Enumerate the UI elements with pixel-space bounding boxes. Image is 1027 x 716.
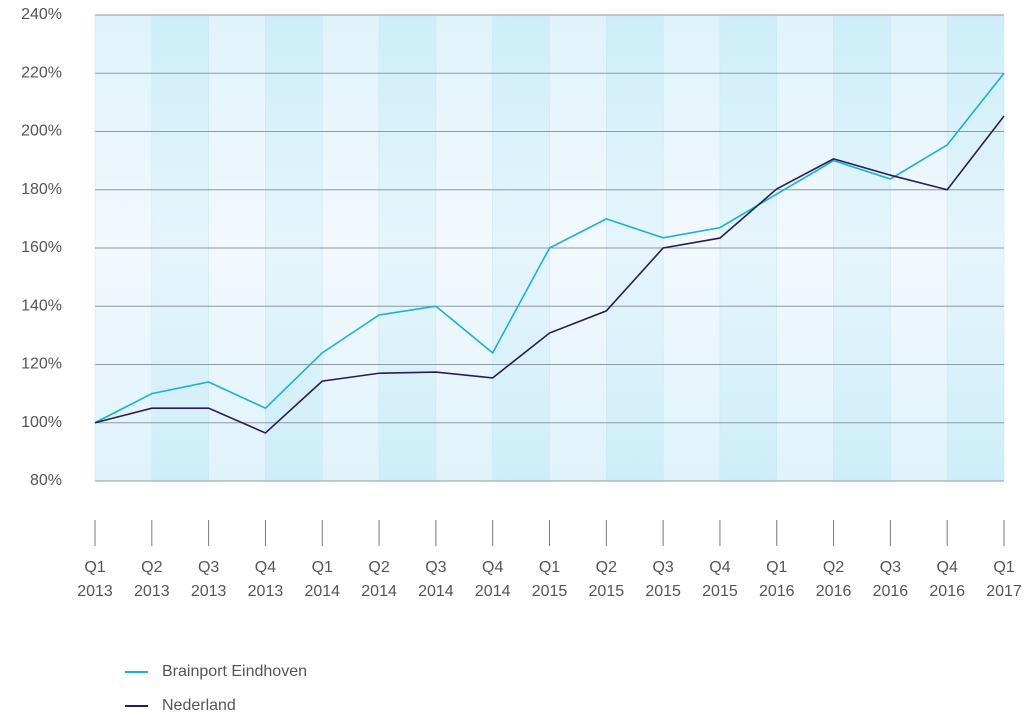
y-tick-label: 220% xyxy=(21,64,62,81)
y-tick-label: 180% xyxy=(21,181,62,198)
y-tick-label: 120% xyxy=(21,356,62,373)
series-line xyxy=(94,72,1005,424)
x-tick-label: Q2 2015 xyxy=(589,559,625,600)
y-tick-label: 240% xyxy=(21,6,62,23)
x-tick-label: Q2 2013 xyxy=(134,559,170,600)
x-tick-label: Q2 2014 xyxy=(361,559,397,600)
x-tick-label: Q4 2015 xyxy=(702,559,738,600)
x-tick-label: Q2 2016 xyxy=(816,559,852,600)
y-tick-label: 160% xyxy=(21,239,62,256)
y-tick-label: 200% xyxy=(21,123,62,140)
y-tick-label: 100% xyxy=(21,414,62,431)
x-tick-label: Q3 2014 xyxy=(418,559,454,600)
x-tick-label: Q1 2015 xyxy=(532,559,568,600)
x-tick-label: Q3 2013 xyxy=(191,559,227,600)
x-tick-label: Q1 2014 xyxy=(304,559,340,600)
y-tick-label: 80% xyxy=(30,472,62,489)
legend-label: Nederland xyxy=(162,697,236,714)
x-tick-label: Q4 2013 xyxy=(248,559,284,600)
series-line xyxy=(94,115,1005,434)
x-tick-label: Q3 2016 xyxy=(873,559,909,600)
x-tick-label: Q3 2015 xyxy=(645,559,681,600)
x-tick-label: Q1 2017 xyxy=(986,559,1022,600)
x-tick-label: Q1 2016 xyxy=(759,559,795,600)
x-tick-label: Q4 2014 xyxy=(475,559,511,600)
legend-label: Brainport Eindhoven xyxy=(162,663,307,680)
x-tick-label: Q1 2013 xyxy=(77,559,113,600)
x-tick-label: Q4 2016 xyxy=(929,559,965,600)
y-tick-label: 140% xyxy=(21,297,62,314)
